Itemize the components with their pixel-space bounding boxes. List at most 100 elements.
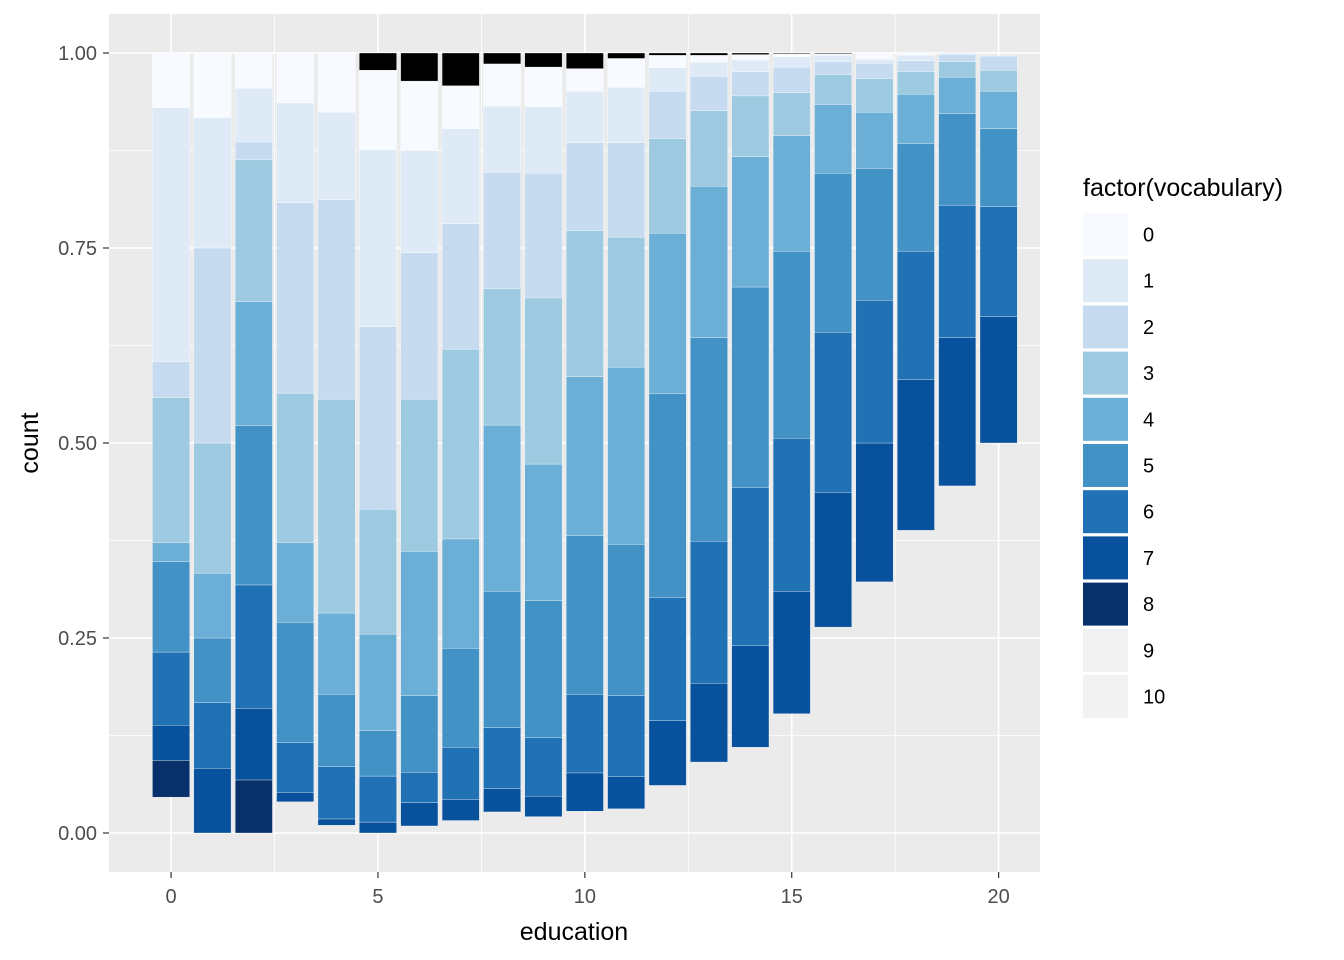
bar-segment [193,573,232,639]
legend-label: 8 [1143,594,1154,616]
bar-segment [441,799,480,821]
bar-segment [317,818,356,826]
bar-segment [524,600,563,738]
y-axis: 0.00 0.25 0.50 0.75 1.00 [58,43,109,845]
bar-segment [483,424,521,592]
bar-segment [317,112,356,200]
bar-segment [855,78,894,113]
bar-segment [524,297,563,465]
bar-segment [359,633,397,731]
bar-segment [814,332,852,493]
bar-segment [648,138,687,234]
bar-segment [731,286,770,488]
bar-segment [648,720,687,786]
bar-segment [359,52,397,71]
bar-segment [979,316,1018,444]
y-tick-label: 0.00 [58,823,97,845]
legend-key [1083,351,1128,395]
legend-key [1083,675,1128,718]
bar-segment [400,772,439,803]
bar-segment [400,252,439,400]
y-tick-label: 0.25 [58,628,97,650]
y-tick-label: 0.75 [58,238,97,260]
bar-segment [814,53,852,56]
bar-segment [772,250,811,439]
bar-segment [524,52,563,68]
x-axis-title: education [520,918,628,946]
legend-label: 1 [1143,271,1154,293]
bar-segment [483,172,521,289]
bar-segment [607,776,645,809]
bar-segment [648,52,687,56]
bar-segment [400,80,439,151]
bar-segment [441,223,480,350]
bar-segment [152,561,190,653]
bar-segment [235,584,273,709]
bar-segment [607,367,645,545]
bar-segment [524,796,563,817]
bar-segment [152,397,190,543]
bar-segment [566,694,604,774]
bar-segment [359,509,397,635]
bar-segment [441,747,480,800]
bar-segment [690,76,728,111]
legend-key [1083,397,1128,441]
bar-segment [731,59,770,72]
legend-label: 0 [1143,225,1154,247]
bar-segment [524,172,563,299]
bar-segment [441,349,480,540]
legend-key [1083,444,1128,487]
bar-segment [648,233,687,395]
legend-label: 5 [1143,456,1154,478]
bar-segment [193,52,232,118]
legend-label: 6 [1143,502,1154,524]
y-axis-title: count [16,412,44,473]
bar-segment [276,52,314,104]
bar-segment [772,438,811,592]
bar-segment [648,597,687,721]
legend: factor(vocabulary) 0 1 2 3 4 5 6 7 8 9 10 [1083,174,1283,718]
bar-segment [524,106,563,174]
bar-segment [152,52,190,108]
bar-segment [524,66,563,107]
bar-segment [276,102,314,203]
legend-label: 7 [1143,548,1154,570]
bar-segment [483,52,521,65]
bar-segment [897,55,935,61]
bar-segment [152,725,190,761]
bar-segment [276,622,314,743]
bar-segment [441,647,480,748]
bar-segment [524,737,563,797]
x-tick-label: 20 [987,886,1009,908]
bars [152,52,1018,834]
bar-segment [359,149,397,327]
bar-segment [731,54,770,61]
bar-segment [359,730,397,777]
bar-segment [731,487,770,646]
bar-segment [814,61,852,75]
bar-segment [483,591,521,728]
bar-segment [731,95,770,157]
bar-segment [772,52,811,54]
bar-segment [193,117,232,249]
bar-segment [400,52,439,82]
bar-segment [897,250,935,380]
bar-segment [897,71,935,95]
bar-segment [566,52,604,69]
bar-segment [938,113,977,206]
x-tick-label: 15 [781,886,803,908]
bar-segment [690,110,728,187]
legend-key [1083,213,1128,256]
bar-segment [317,399,356,614]
legend-title: factor(vocabulary) [1083,174,1283,202]
bar-segment [814,491,852,628]
bar-segment [441,52,480,86]
bar-segment [193,442,232,574]
bar-segment [566,142,604,231]
legend-key [1083,490,1128,534]
bar-segment [690,55,728,63]
legend-label: 9 [1143,640,1154,662]
x-tick-label: 5 [372,886,383,908]
bar-segment [317,694,356,767]
